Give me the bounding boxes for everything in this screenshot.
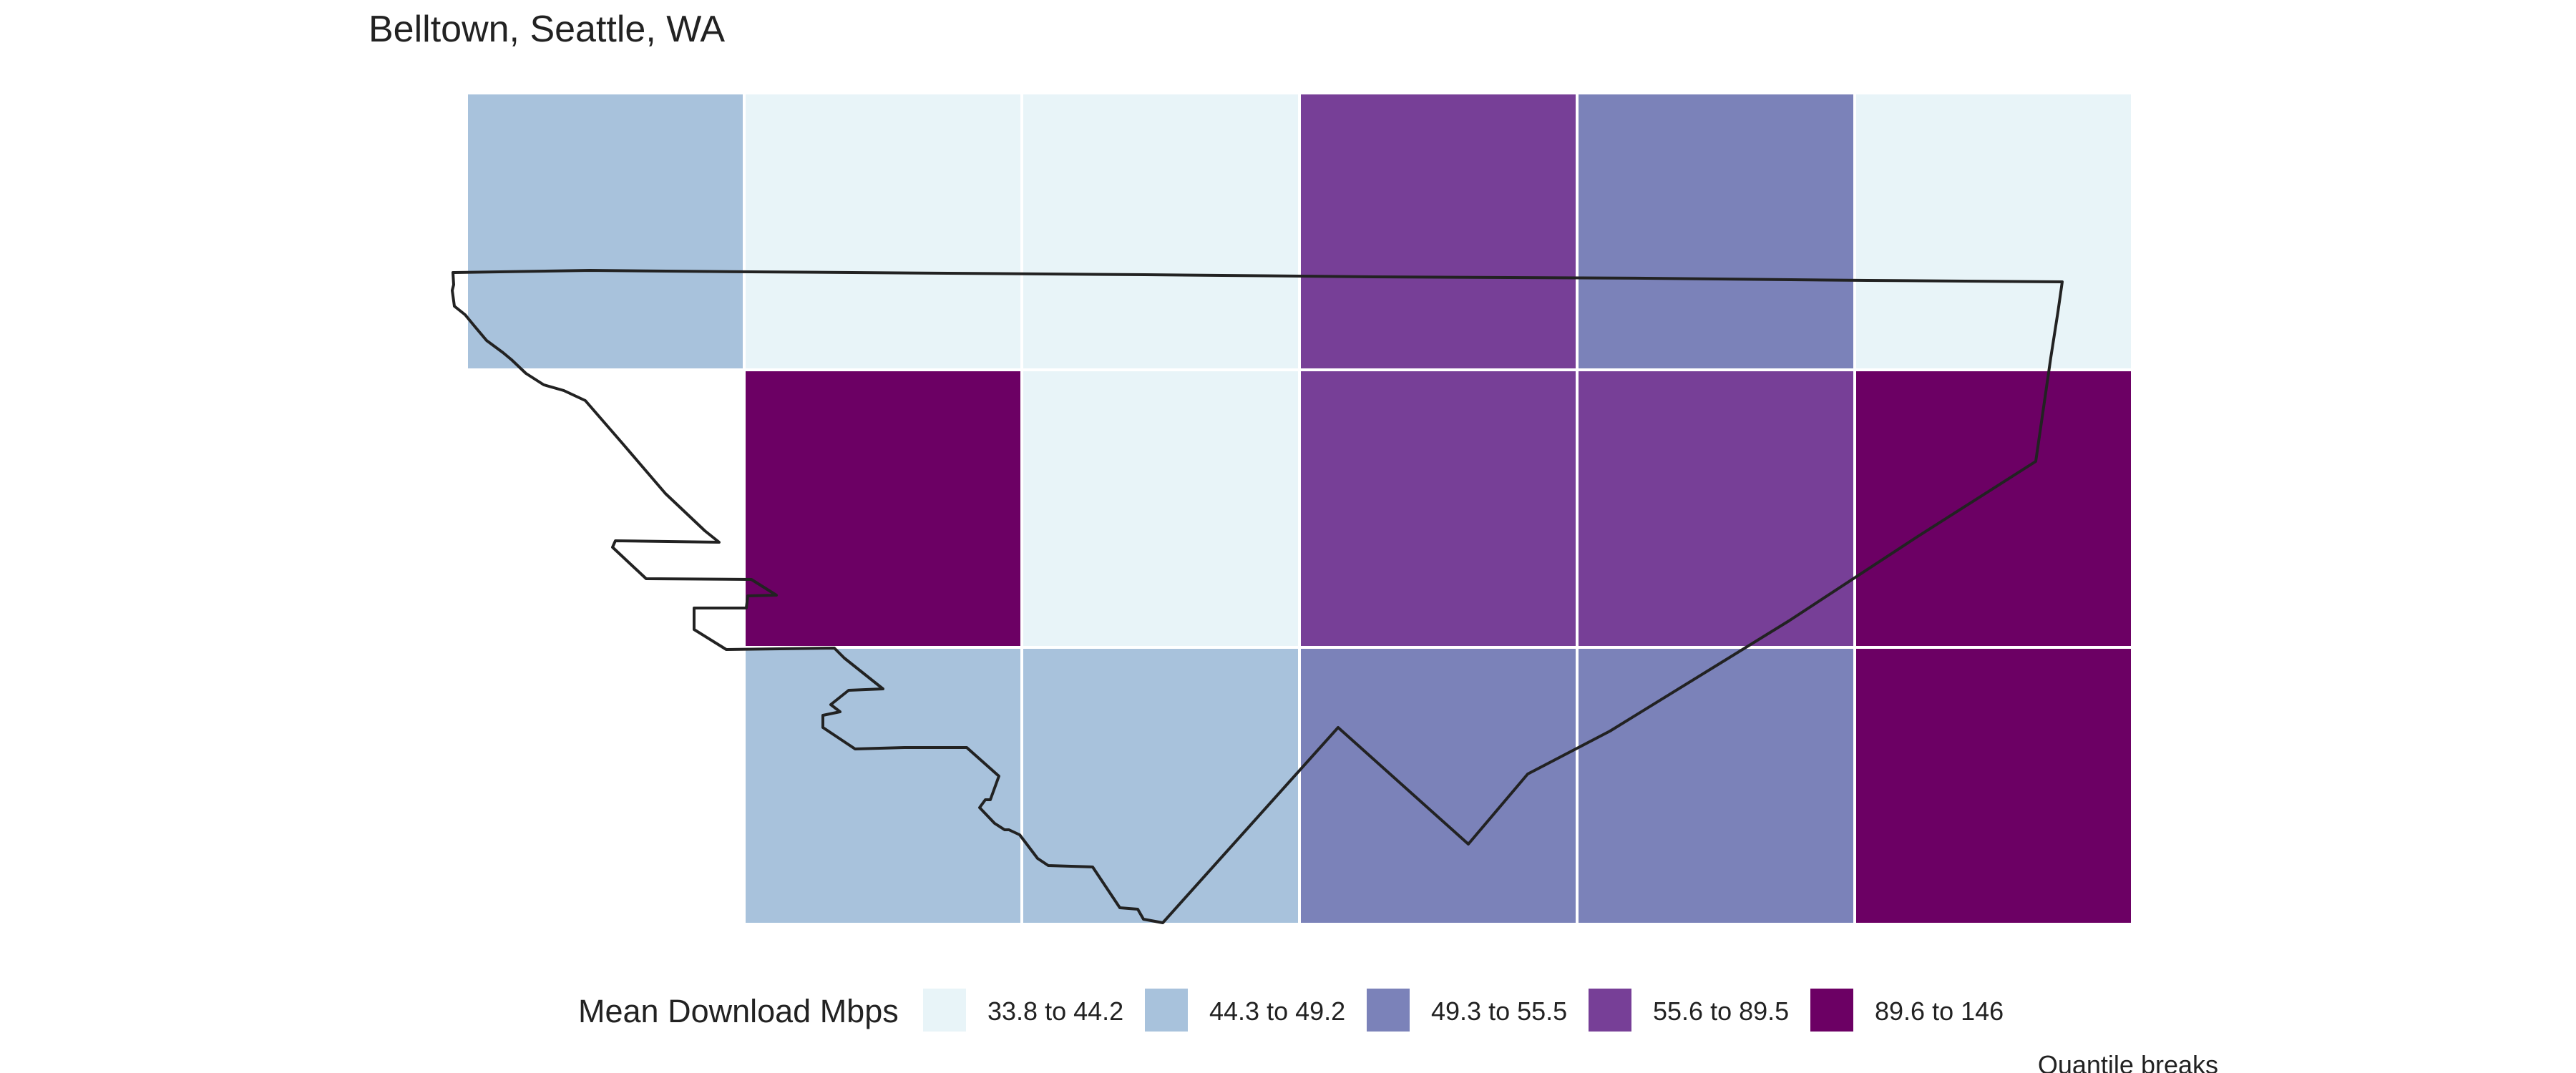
legend-label: 49.3 to 55.5 [1431,996,1567,1026]
legend-label: 44.3 to 49.2 [1209,996,1345,1026]
speed-tile [465,92,746,371]
speed-tile [1853,646,2134,926]
speed-tile [1298,92,1579,371]
speed-tile-grid [465,92,2134,926]
speed-tile [743,368,1023,649]
speed-tile [1576,92,1856,371]
speed-tile [743,92,1023,371]
neighborhood-boundary [451,269,2064,924]
speed-tile [1576,646,1856,926]
speed-tile [1298,368,1579,649]
legend-label: 55.6 to 89.5 [1653,996,1789,1026]
speed-tile [1020,92,1301,371]
legend-swatch [923,989,966,1032]
legend: Mean Download Mbps 33.8 to 44.2 44.3 to 4… [578,989,2004,1032]
speed-tile [743,646,1023,926]
speed-tile [1576,368,1856,649]
caption: Quantile breaks [2038,1050,2218,1073]
speed-tile [1298,646,1579,926]
legend-swatch [1145,989,1188,1032]
map-title: Belltown, Seattle, WA [369,9,725,50]
speed-tile [1853,92,2134,371]
legend-swatch [1367,989,1410,1032]
legend-swatch [1810,989,1853,1032]
legend-title: Mean Download Mbps [578,993,899,1029]
speed-tile [1020,646,1301,926]
legend-label: 33.8 to 44.2 [987,996,1123,1026]
legend-label: 89.6 to 146 [1875,996,2004,1026]
legend-swatch [1589,989,1631,1032]
speed-tile [1020,368,1301,649]
speed-tile [1853,368,2134,649]
